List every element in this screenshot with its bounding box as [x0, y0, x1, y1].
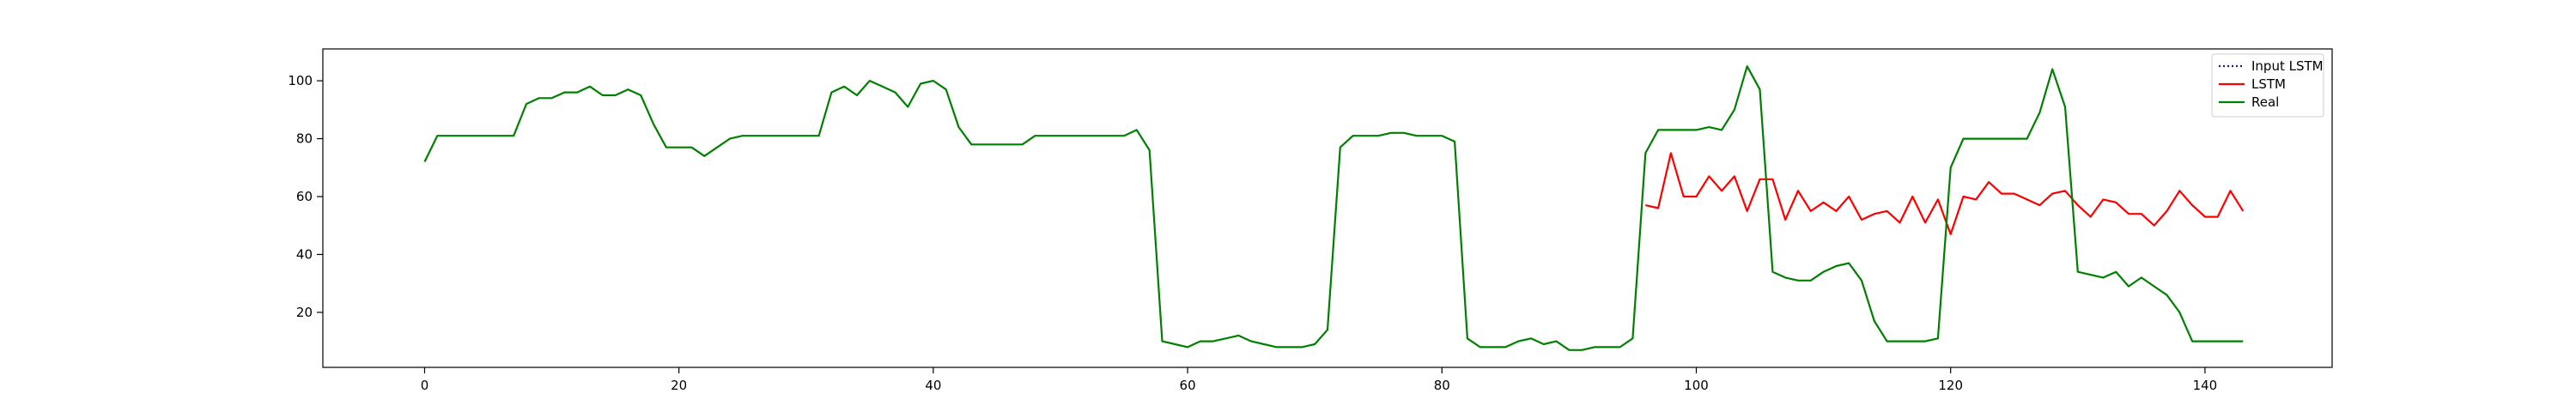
x-tick-label: 0	[421, 378, 429, 393]
y-tick-label: 80	[296, 131, 313, 147]
x-tick-label: 120	[1938, 378, 1963, 393]
series-line-real	[423, 65, 2244, 351]
legend-label: Input LSTM	[2251, 58, 2324, 74]
legend-box	[2211, 53, 2324, 118]
y-axis-ticks: 20 40 60 80 100	[288, 73, 323, 320]
plot-frame	[322, 48, 2333, 368]
series-line-lstm	[1645, 152, 2245, 235]
x-tick-label: 80	[1434, 378, 1450, 393]
legend: Input LSTM LSTM Real	[2211, 53, 2324, 118]
x-tick-label: 100	[1684, 378, 1709, 393]
x-tick-label: 40	[925, 378, 941, 393]
y-tick-label: 60	[296, 189, 313, 204]
x-axis-ticks: 0 20 40 60 80 100 120 140	[421, 367, 2218, 393]
y-tick-label: 20	[296, 305, 313, 320]
series-layer	[423, 65, 2245, 351]
y-tick-label: 40	[296, 246, 313, 262]
legend-label: Real	[2251, 94, 2279, 110]
x-tick-label: 20	[671, 378, 687, 393]
legend-label: LSTM	[2251, 76, 2286, 92]
y-tick-label: 100	[288, 73, 313, 88]
x-tick-label: 60	[1180, 378, 1196, 393]
x-tick-label: 140	[2193, 378, 2218, 393]
